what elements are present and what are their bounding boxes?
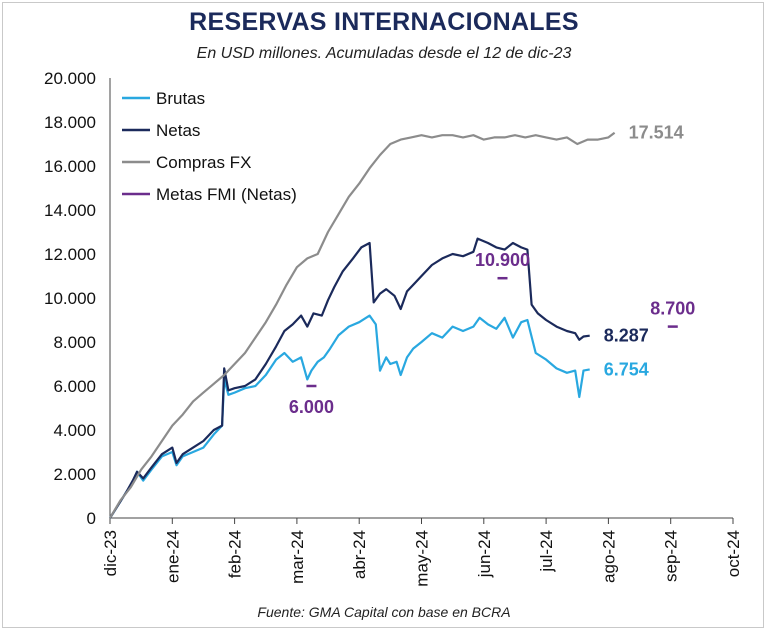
y-tick-label: 6.000 [53, 377, 96, 396]
y-tick-label: 14.000 [44, 201, 96, 220]
chart-source: Fuente: GMA Capital con base en BCRA [257, 604, 511, 620]
x-tick-label: abr-24 [350, 530, 369, 579]
series-line-compras-fx [109, 131, 616, 519]
y-tick-label: 18.000 [44, 113, 96, 132]
x-tick-label: dic-23 [101, 530, 120, 576]
series-line-brutas [109, 314, 590, 519]
legend-label: Brutas [156, 89, 205, 108]
end-label-brutas: 6.754 [604, 359, 649, 379]
imf-target-label: 8.700 [650, 299, 695, 319]
series-line-netas [109, 237, 590, 519]
x-tick-label: jul-24 [537, 530, 556, 573]
x-tick-label: ene-24 [163, 530, 182, 583]
legend-label: Compras FX [156, 153, 251, 172]
chart-subtitle: En USD millones. Acumuladas desde el 12 … [196, 45, 572, 62]
imf-target-label: 10.900 [475, 250, 530, 270]
x-tick-label: sep-24 [662, 530, 681, 582]
y-tick-label: 20.000 [44, 69, 96, 88]
x-tick-label: jun-24 [475, 530, 494, 578]
x-tick-label: mar-24 [288, 530, 307, 584]
chart-title: RESERVAS INTERNACIONALES [189, 8, 579, 36]
y-tick-label: 10.000 [44, 289, 96, 308]
end-label-compras-fx: 17.514 [629, 123, 684, 143]
legend-label: Metas FMI (Netas) [156, 185, 297, 204]
x-tick-label: feb-24 [226, 530, 245, 578]
end-label-netas: 8.287 [604, 326, 649, 346]
x-tick-label: oct-24 [724, 530, 743, 577]
x-tick-label: may-24 [413, 530, 432, 587]
y-tick-label: 16.000 [44, 157, 96, 176]
y-tick-label: 4.000 [53, 421, 96, 440]
y-tick-label: 8.000 [53, 333, 96, 352]
x-tick-label: ago-24 [599, 530, 618, 583]
y-tick-label: 2.000 [53, 465, 96, 484]
legend-label: Netas [156, 121, 200, 140]
y-tick-label: 12.000 [44, 245, 96, 264]
imf-target-label: 6.000 [289, 397, 334, 417]
y-tick-label: 0 [87, 509, 96, 528]
